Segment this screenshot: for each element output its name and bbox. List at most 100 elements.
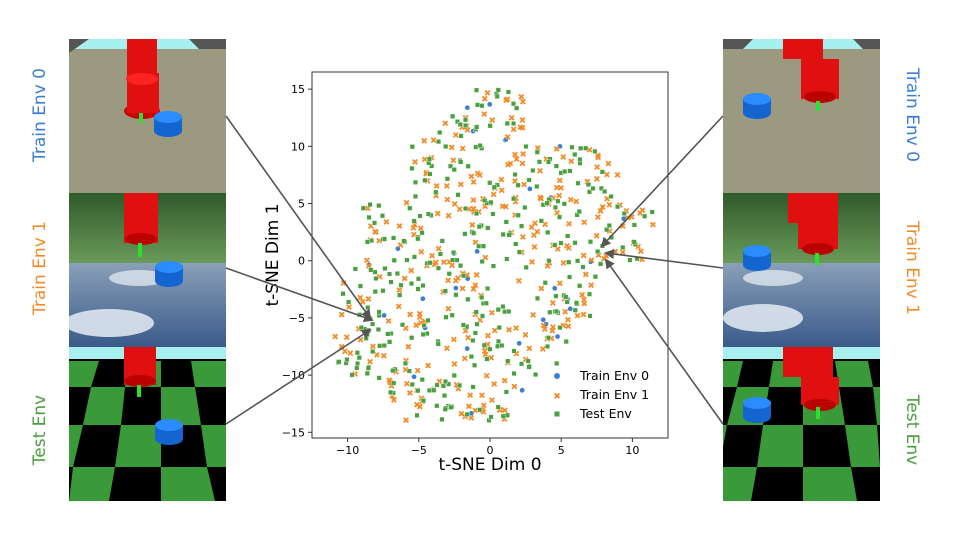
point-train-env-1 [413, 322, 420, 329]
legend-marker-train-env-0 [554, 373, 560, 379]
point-test-env [557, 325, 563, 331]
point-test-env [468, 354, 474, 360]
point-test-env [485, 225, 491, 231]
point-test-env [608, 193, 614, 199]
point-train-env-0 [527, 186, 533, 192]
point-train-env-1 [469, 222, 476, 228]
point-test-env [370, 349, 376, 355]
point-train-env-1 [403, 417, 410, 424]
point-test-env [553, 293, 559, 299]
point-test-env [588, 239, 594, 245]
blue-cylinder-icon [155, 261, 183, 287]
point-test-env [642, 213, 648, 219]
robot-arm-icon [788, 193, 838, 265]
point-test-env [454, 119, 460, 125]
point-train-env-1 [599, 204, 606, 210]
point-test-env [442, 393, 448, 399]
point-test-env [525, 358, 531, 364]
y-tick-label: −15 [282, 426, 305, 439]
point-train-env-1 [531, 244, 538, 250]
point-test-env [344, 357, 350, 363]
point-test-env [490, 263, 496, 269]
point-test-env [620, 244, 626, 250]
robot-arm-icon [124, 39, 160, 123]
point-test-env [365, 305, 371, 311]
point-train-env-1 [465, 403, 472, 410]
point-test-env [500, 231, 506, 237]
point-test-env [479, 294, 485, 300]
point-test-env [367, 202, 373, 208]
point-test-env [598, 261, 604, 267]
point-train-env-1 [513, 156, 520, 162]
point-train-env-1 [528, 224, 535, 231]
point-test-env [473, 87, 479, 93]
point-test-env [431, 387, 437, 393]
point-test-env [442, 288, 448, 294]
point-train-env-1 [515, 277, 522, 284]
point-train-env-1 [637, 248, 644, 255]
point-test-env [360, 205, 366, 211]
point-test-env [480, 243, 486, 249]
y-tick-label: 15 [291, 83, 305, 96]
point-test-env [388, 279, 394, 285]
point-test-env [425, 211, 431, 217]
point-train-env-1 [556, 177, 563, 184]
point-test-env [412, 193, 418, 199]
scene-train-env-0-right [723, 39, 880, 193]
thumbnail-right-train-env-1 [723, 193, 880, 347]
point-test-env [566, 259, 572, 265]
point-train-env-1 [565, 316, 571, 323]
arrow-right-train-env-0 [600, 115, 724, 248]
y-tick-label: 5 [298, 198, 305, 211]
point-train-env-1 [367, 358, 373, 365]
point-train-env-0 [551, 285, 558, 292]
point-test-env [436, 139, 442, 145]
point-train-env-1 [386, 377, 393, 384]
point-train-env-1 [512, 151, 518, 158]
blue-cylinder-icon [743, 397, 771, 423]
point-test-env [414, 412, 420, 418]
point-train-env-1 [566, 220, 572, 227]
point-test-env [444, 176, 450, 182]
point-train-env-1 [565, 323, 572, 330]
point-train-env-1 [501, 407, 508, 414]
point-test-env [455, 192, 461, 198]
point-train-env-1 [485, 332, 491, 339]
point-test-env [425, 317, 431, 323]
point-train-env-1 [522, 331, 529, 338]
point-train-env-1 [564, 242, 570, 249]
point-test-env [487, 180, 493, 186]
point-test-env [391, 257, 397, 263]
point-test-env [565, 233, 571, 239]
point-test-env [454, 257, 460, 263]
point-train-env-1 [549, 327, 556, 334]
point-train-env-1 [480, 402, 487, 409]
point-test-env [391, 380, 397, 386]
point-test-env [440, 383, 446, 389]
point-train-env-1 [443, 182, 450, 189]
point-train-env-1 [414, 401, 420, 408]
point-test-env [545, 229, 551, 235]
point-test-env [464, 411, 470, 417]
thumbnail-right-test-env [723, 347, 880, 501]
point-test-env [465, 296, 471, 302]
point-test-env [547, 309, 553, 315]
point-test-env [545, 159, 551, 165]
point-test-env [485, 285, 491, 291]
point-test-env [474, 124, 480, 130]
point-train-env-1 [588, 282, 595, 289]
point-train-env-1 [498, 187, 505, 194]
x-tick-label: −5 [411, 444, 427, 457]
point-train-env-1 [554, 209, 561, 216]
scene-train-env-1-left [69, 193, 226, 347]
arrows [225, 115, 724, 425]
point-test-env [500, 304, 506, 310]
point-train-env-1 [445, 212, 452, 219]
point-test-env [388, 389, 394, 395]
point-test-env [415, 388, 421, 394]
point-train-env-0 [411, 373, 417, 380]
y-axis-ticks: 15 10 5 0 −5 −10 −15 [282, 83, 312, 439]
point-train-env-1 [451, 201, 458, 207]
point-train-env-1 [456, 206, 463, 213]
